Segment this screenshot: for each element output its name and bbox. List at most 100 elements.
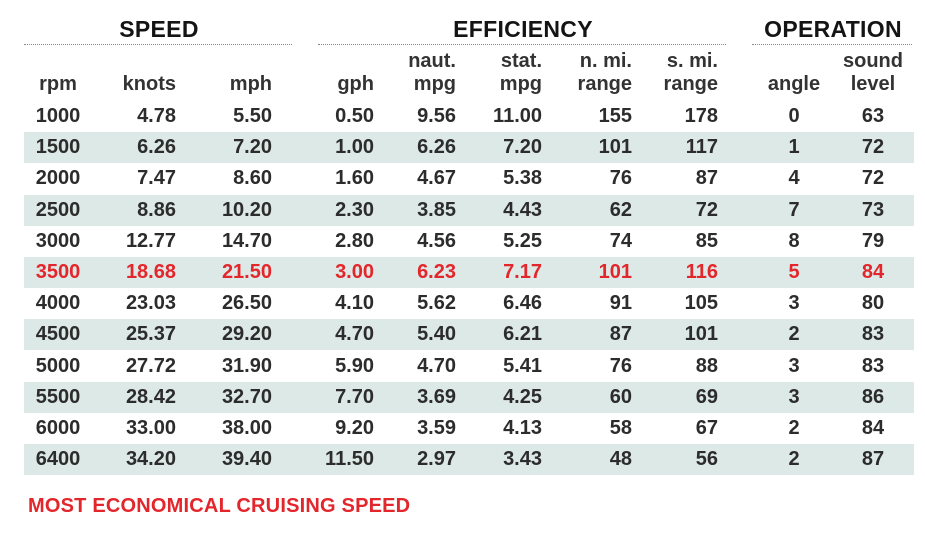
table-cell-naut-mpg: 4.70 — [417, 354, 456, 377]
table-cell-knots: 8.86 — [137, 198, 176, 221]
column-header-s-mi-range: s. mi. range — [652, 48, 718, 96]
table-cell-angle: 2 — [788, 417, 800, 439]
table-cell-n-mi-range: 101 — [598, 136, 632, 159]
table-cell-gph: 1.60 — [335, 167, 374, 190]
column-header-line: range — [663, 73, 718, 95]
table-cell-s-mi-range: 178 — [684, 105, 718, 127]
table-cell-knots: 6.26 — [137, 136, 176, 159]
table-cell-s-mi-range: 85 — [695, 229, 718, 252]
table-row: 3000 12.77 14.70 2.80 4.56 5.25 74 85 8 79 — [24, 226, 914, 257]
group-heading-operation: OPERATION — [764, 16, 902, 42]
table-cell-gph: 2.30 — [335, 198, 374, 221]
table-cell-angle: 2 — [788, 448, 800, 471]
table-cell-naut-mpg: 4.67 — [417, 167, 456, 190]
table-cell-mph: 14.70 — [221, 229, 272, 252]
table-cell-mph: 26.50 — [221, 292, 272, 315]
column-header-line: rpm — [39, 73, 77, 95]
table-cell-angle: 3 — [788, 292, 800, 315]
table-cell-gph: 7.70 — [335, 385, 374, 408]
table-cell-s-mi-range: 88 — [695, 354, 718, 377]
table-cell-stat-mpg: 5.25 — [503, 229, 542, 252]
table-cell-sound-level: 83 — [861, 354, 885, 377]
column-header-line: level — [850, 73, 896, 95]
table-cell-rpm: 5500 — [35, 385, 81, 408]
table-cell-n-mi-range: 60 — [609, 385, 632, 408]
table-cell-knots: 27.72 — [125, 354, 176, 377]
table-cell-naut-mpg: 6.23 — [417, 261, 456, 283]
table-cell-gph: 3.00 — [335, 261, 374, 283]
group-divider-speed — [24, 44, 292, 45]
table-cell-angle: 2 — [788, 323, 800, 346]
table-cell-n-mi-range: 87 — [609, 323, 632, 346]
table-cell-n-mi-range: 155 — [598, 105, 632, 127]
table-row: 5500 28.42 32.70 7.70 3.69 4.25 60 69 3 86 — [24, 381, 914, 413]
table-cell-knots: 4.78 — [137, 105, 176, 127]
table-cell-angle: 8 — [788, 229, 800, 252]
table-cell-angle: 3 — [788, 354, 800, 377]
column-header-line: mph — [229, 73, 272, 95]
column-header-line: naut. — [408, 50, 456, 72]
table-cell-rpm: 3000 — [35, 229, 81, 252]
table-cell-angle: 0 — [788, 105, 800, 127]
column-header-line: s. mi. — [666, 50, 718, 72]
group-divider-efficiency — [318, 44, 726, 45]
table-cell-mph: 5.50 — [233, 105, 272, 127]
column-header-n-mi-range: n. mi. range — [560, 48, 632, 96]
table-cell-knots: 25.37 — [125, 323, 176, 346]
table-cell-mph: 29.20 — [221, 323, 272, 346]
table-cell-n-mi-range: 48 — [609, 448, 632, 471]
table-cell-naut-mpg: 2.97 — [417, 448, 456, 471]
table-cell-s-mi-range: 117 — [685, 136, 718, 159]
table-row: 4500 25.37 29.20 4.70 5.40 6.21 87 101 2 83 — [24, 319, 914, 351]
table-cell-s-mi-range: 67 — [695, 417, 718, 439]
table-cell-stat-mpg: 3.43 — [503, 448, 542, 471]
table-cell-n-mi-range: 76 — [609, 167, 632, 190]
table-cell-n-mi-range: 58 — [609, 417, 632, 439]
table-cell-stat-mpg: 4.43 — [503, 198, 542, 221]
table-cell-gph: 0.50 — [335, 105, 374, 127]
table-cell-rpm: 4000 — [35, 292, 81, 315]
table-row: 5000 27.72 31.90 5.90 4.70 5.41 76 88 3 83 — [24, 351, 914, 382]
table-cell-knots: 23.03 — [125, 292, 176, 315]
table-cell-naut-mpg: 3.85 — [417, 198, 456, 221]
column-header-line: sound — [843, 50, 903, 72]
table-cell-sound-level: 84 — [861, 417, 885, 439]
table-cell-mph: 21.50 — [221, 261, 272, 283]
table-cell-gph: 4.70 — [335, 323, 374, 346]
column-header-line: range — [577, 73, 632, 95]
group-heading-speed: SPEED — [119, 16, 199, 42]
table-cell-mph: 32.70 — [221, 385, 272, 408]
table-cell-stat-mpg: 6.21 — [503, 323, 542, 346]
table-cell-naut-mpg: 9.56 — [417, 105, 456, 127]
table-cell-stat-mpg: 5.41 — [503, 354, 542, 377]
table-cell-angle: 7 — [788, 198, 800, 221]
table-cell-sound-level: 72 — [861, 167, 885, 190]
table-row: 6400 34.20 39.40 11.50 2.97 3.43 48 56 2 87 — [24, 444, 914, 476]
table-cell-gph: 11.50 — [325, 448, 374, 471]
table-cell-rpm: 4500 — [35, 323, 81, 346]
table-cell-gph: 9.20 — [335, 417, 374, 439]
table-cell-s-mi-range: 56 — [695, 448, 718, 471]
table-cell-s-mi-range: 72 — [695, 198, 718, 221]
group-heading-efficiency: EFFICIENCY — [453, 16, 593, 42]
column-header-mph: mph — [200, 48, 272, 96]
table-cell-sound-level: 87 — [861, 448, 885, 471]
column-header-line: knots — [122, 73, 176, 95]
table-cell-rpm: 2500 — [35, 198, 81, 221]
table-cell-sound-level: 79 — [861, 229, 885, 252]
table-cell-mph: 7.20 — [233, 136, 272, 159]
table-cell-mph: 31.90 — [221, 354, 272, 377]
table-cell-n-mi-range: 91 — [609, 292, 632, 315]
table-cell-mph: 8.60 — [233, 167, 272, 190]
column-header-line: mpg — [413, 73, 456, 95]
table-cell-naut-mpg: 5.62 — [417, 292, 456, 315]
column-header-angle: angle — [758, 48, 830, 96]
column-header-sound-level: sound level — [838, 48, 908, 96]
table-cell-rpm: 5000 — [35, 354, 81, 377]
column-header-knots: knots — [110, 48, 176, 96]
column-header-line: mpg — [499, 73, 542, 95]
table-cell-rpm: 3500 — [35, 261, 81, 283]
table-row: 6000 33.00 38.00 9.20 3.59 4.13 58 67 2 84 — [24, 413, 914, 444]
table-cell-knots: 34.20 — [125, 448, 176, 471]
